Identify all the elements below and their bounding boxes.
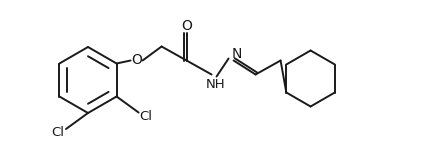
Text: O: O [131,54,142,67]
Text: O: O [181,19,192,33]
Text: Cl: Cl [52,126,65,140]
Text: NH: NH [206,78,225,91]
Text: N: N [231,47,242,62]
Text: Cl: Cl [139,110,152,123]
